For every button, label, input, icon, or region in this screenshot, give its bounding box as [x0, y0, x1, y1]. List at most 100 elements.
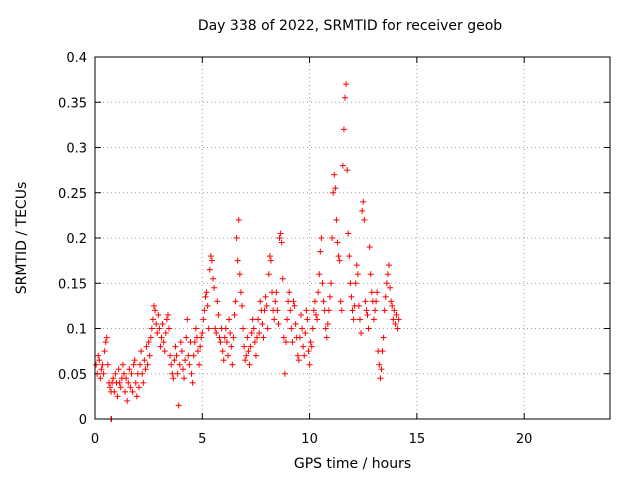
data-point [143, 343, 150, 350]
data-point [149, 316, 156, 323]
y-tick-label: 0.4 [66, 51, 87, 66]
data-point [343, 81, 350, 88]
data-point [344, 167, 351, 174]
data-point [330, 189, 337, 196]
data-point [373, 298, 380, 305]
data-point [250, 325, 257, 332]
data-point [125, 379, 132, 386]
data-point [107, 384, 114, 391]
data-point [240, 325, 247, 332]
data-point [361, 216, 368, 223]
data-point [160, 339, 167, 346]
x-tick-label: 0 [91, 432, 99, 447]
data-point [376, 361, 383, 368]
data-point [271, 316, 278, 323]
data-point [300, 343, 307, 350]
data-point [303, 307, 310, 314]
data-point [360, 198, 367, 205]
data-point [161, 348, 168, 355]
data-point [380, 334, 387, 341]
data-point [172, 343, 179, 350]
data-point [260, 334, 267, 341]
data-point [220, 357, 227, 364]
chart-title: Day 338 of 2022, SRMTID for receiver geo… [197, 18, 503, 34]
data-point [261, 307, 268, 314]
data-point [238, 302, 245, 309]
y-tick-label: 0.3 [66, 142, 87, 157]
data-point [126, 366, 133, 373]
data-point [334, 239, 341, 246]
data-point [301, 352, 308, 359]
data-point [199, 330, 206, 337]
data-point [122, 388, 129, 395]
data-point [181, 375, 188, 382]
data-point [163, 316, 170, 323]
data-point [320, 298, 327, 305]
data-point [358, 330, 365, 337]
data-point [326, 293, 333, 300]
data-point [226, 316, 233, 323]
y-tick-label: 0.25 [58, 187, 87, 202]
data-point [146, 352, 153, 359]
data-point [95, 352, 102, 359]
data-point [355, 302, 362, 309]
data-point [284, 316, 291, 323]
data-point [186, 361, 193, 368]
data-point [195, 348, 201, 355]
data-point [178, 348, 185, 355]
data-point [313, 311, 320, 318]
data-point [384, 271, 391, 278]
data-point [140, 379, 147, 386]
data-point [157, 343, 164, 350]
data-point [230, 334, 237, 341]
data-point [280, 334, 287, 341]
data-point [254, 334, 261, 341]
data-point [277, 230, 284, 237]
data-point [204, 302, 211, 309]
data-point [229, 361, 236, 368]
data-point [274, 307, 281, 314]
data-point [368, 289, 375, 296]
data-point [225, 352, 232, 359]
data-point [111, 388, 118, 395]
y-tick-label: 0.1 [66, 323, 87, 338]
data-point [333, 216, 340, 223]
data-point [324, 320, 331, 327]
data-point [130, 361, 137, 368]
data-point [362, 298, 369, 305]
x-tick-label: 10 [301, 432, 318, 447]
data-points [93, 81, 402, 422]
data-point [237, 289, 244, 296]
data-point [196, 361, 203, 368]
data-point [339, 162, 346, 169]
data-point [179, 366, 186, 373]
data-point [314, 316, 321, 323]
data-point [115, 366, 122, 373]
data-point [168, 361, 175, 368]
data-point [167, 352, 174, 359]
data-point [251, 339, 258, 346]
data-point [221, 334, 228, 341]
data-point [120, 370, 127, 377]
data-point [249, 316, 256, 323]
y-tick-label: 0.2 [66, 232, 87, 247]
data-point [153, 320, 160, 327]
data-point [100, 370, 107, 377]
data-point [114, 393, 121, 400]
data-point [286, 289, 293, 296]
data-point [155, 311, 162, 318]
x-tick-label: 15 [409, 432, 426, 447]
data-point [366, 244, 373, 251]
data-point [191, 339, 198, 346]
data-point [365, 325, 372, 332]
data-point [256, 330, 263, 337]
data-point [131, 357, 138, 364]
data-point [162, 330, 169, 337]
data-point [219, 348, 226, 355]
data-point [316, 271, 323, 278]
data-point [203, 289, 210, 296]
data-point [262, 293, 269, 300]
data-point [265, 271, 272, 278]
data-point [259, 320, 266, 327]
data-point [248, 330, 255, 337]
